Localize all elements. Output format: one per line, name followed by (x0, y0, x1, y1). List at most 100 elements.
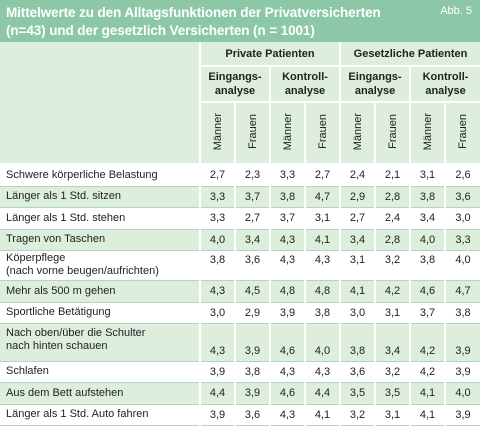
table-row: Sportliche Betätigung 3,0 2,9 3,9 3,8 3,0 3,1 3… (0, 302, 480, 324)
table-cell: 3,9 (234, 382, 270, 405)
table-row: Mehr als 500 m gehen 4,3 4,5 4,8 4,8 4,1 4,2 4,… (0, 280, 480, 303)
table-cell: 3,0 (339, 302, 376, 324)
table-cell: 3,3 (199, 207, 235, 230)
figure-label: Abb. 5 (440, 5, 472, 17)
table-cell: 3,1 (374, 404, 411, 426)
table-cell: 4,0 (444, 250, 480, 281)
figure-title: Mittelwerte zu den Alltagsfunktionen der… (6, 5, 381, 38)
header-corner (0, 42, 200, 165)
table-cell: 4,7 (444, 280, 480, 303)
subgroup-header: Eingangs- analyse (199, 66, 270, 103)
row-label: Köperpflege (nach vorne beugen/aufrichte… (0, 250, 200, 281)
table-cell: 3,9 (234, 323, 270, 362)
table-row: Aus dem Bett aufstehen 4,4 3,9 4,6 4,4 3,5 3,5… (0, 382, 480, 405)
table-cell: 3,6 (234, 404, 270, 426)
table-cell: 3,6 (444, 186, 480, 208)
gender-header: Frauen (316, 114, 329, 149)
gender-header: Frauen (457, 114, 470, 149)
table-cell: 4,0 (303, 323, 341, 362)
table-cell: 3,0 (199, 302, 235, 324)
table-cell: 3,8 (234, 361, 270, 383)
group-header: Private Patienten (198, 42, 341, 67)
table-cell: 4,3 (303, 361, 341, 383)
table-cell: 4,0 (199, 229, 235, 251)
table-cell: 3,8 (444, 302, 480, 324)
table-cell: 4,6 (409, 280, 446, 303)
table-cell: 4,2 (409, 323, 446, 362)
gender-header: Männer (281, 112, 294, 151)
table-cell: 3,3 (199, 186, 235, 208)
table-cell: 4,1 (339, 280, 376, 303)
table-cell: 3,5 (374, 382, 411, 405)
table-cell: 4,5 (234, 280, 270, 303)
gender-header: Männer (211, 112, 224, 151)
table-cell: 4,6 (269, 323, 305, 362)
table-cell: 3,4 (409, 207, 446, 230)
row-label: Schwere körperliche Belastung (0, 164, 200, 187)
table-cell: 3,8 (269, 186, 305, 208)
table-cell: 3,8 (409, 186, 446, 208)
table-cell: 3,7 (234, 186, 270, 208)
table-cell: 3,9 (444, 404, 480, 426)
table-cell: 3,9 (444, 323, 480, 362)
row-label: Nach oben/über die Schulter nach hinten … (0, 323, 200, 362)
table-cell: 3,9 (444, 361, 480, 383)
table-cell: 3,2 (374, 361, 411, 383)
table-cell: 2,3 (234, 164, 270, 187)
table-cell: 3,4 (234, 229, 270, 251)
table-cell: 2,7 (303, 164, 341, 187)
table-cell: 2,9 (339, 186, 376, 208)
table-cell: 3,3 (444, 229, 480, 251)
table-cell: 3,2 (339, 404, 376, 426)
table-cell: 2,6 (444, 164, 480, 187)
group-header: Gesetzliche Patienten (339, 42, 480, 67)
data-table-container: Private Patienten Gesetzliche Patienten … (0, 42, 480, 429)
table-cell: 3,0 (444, 207, 480, 230)
table-cell: 3,6 (339, 361, 376, 383)
table-cell: 3,2 (374, 250, 411, 281)
table-cell: 3,5 (339, 382, 376, 405)
table-cell: 4,4 (199, 382, 235, 405)
table-body: Schwere körperliche Belastung 2,7 2,3 3,3 2,… (0, 164, 480, 426)
table-cell: 3,4 (339, 229, 376, 251)
table-cell: 2,4 (339, 164, 376, 187)
table-cell: 3,1 (339, 250, 376, 281)
table-cell: 2,8 (374, 186, 411, 208)
table-row: Tragen von Taschen 4,0 3,4 4,3 4,1 3,4 2,8 4,0 3… (0, 229, 480, 251)
table-cell: 2,9 (234, 302, 270, 324)
table-row: Köperpflege (nach vorne beugen/aufrichte… (0, 250, 480, 281)
table-cell: 3,9 (199, 361, 235, 383)
gender-header: Frauen (246, 114, 259, 149)
table-row: Länger als 1 Std. stehen 3,3 2,7 3,7 3,1 2,7 2… (0, 207, 480, 230)
row-label: Länger als 1 Std. stehen (0, 207, 200, 230)
table-row: Länger als 1 Std. sitzen 3,3 3,7 3,8 4,7 2,9 2… (0, 186, 480, 208)
table-cell: 2,4 (374, 207, 411, 230)
table-cell: 4,3 (199, 280, 235, 303)
table-row: Schlafen 3,9 3,8 4,3 4,3 3,6 3,2 4,2 3,9 (0, 361, 480, 383)
gender-header: Männer (351, 112, 364, 151)
gender-header: Frauen (386, 114, 399, 149)
table-cell: 4,1 (409, 404, 446, 426)
table-cell: 2,1 (374, 164, 411, 187)
table-cell: 2,7 (234, 207, 270, 230)
table-cell: 4,2 (409, 361, 446, 383)
row-label: Tragen von Taschen (0, 229, 200, 251)
subgroup-header: Eingangs- analyse (339, 66, 411, 103)
subgroup-header: Kontroll- analyse (409, 66, 480, 103)
row-label: Aus dem Bett aufstehen (0, 382, 200, 405)
table-cell: 4,1 (409, 382, 446, 405)
table-cell: 4,1 (303, 229, 341, 251)
data-table: Private Patienten Gesetzliche Patienten … (0, 42, 480, 426)
table-cell: 4,0 (444, 382, 480, 405)
table-cell: 3,1 (374, 302, 411, 324)
table-row: Schwere körperliche Belastung 2,7 2,3 3,3 2,… (0, 164, 480, 187)
table-cell: 3,8 (339, 323, 376, 362)
table-cell: 3,9 (199, 404, 235, 426)
subgroup-header: Kontroll- analyse (268, 66, 341, 103)
row-label: Mehr als 500 m gehen (0, 280, 200, 303)
table-row: Länger als 1 Std. Auto fahren 3,9 3,6 4,3 4,… (0, 404, 480, 426)
table-cell: 3,9 (269, 302, 305, 324)
table-cell: 2,8 (374, 229, 411, 251)
table-cell: 4,3 (269, 361, 305, 383)
table-cell: 4,8 (303, 280, 341, 303)
